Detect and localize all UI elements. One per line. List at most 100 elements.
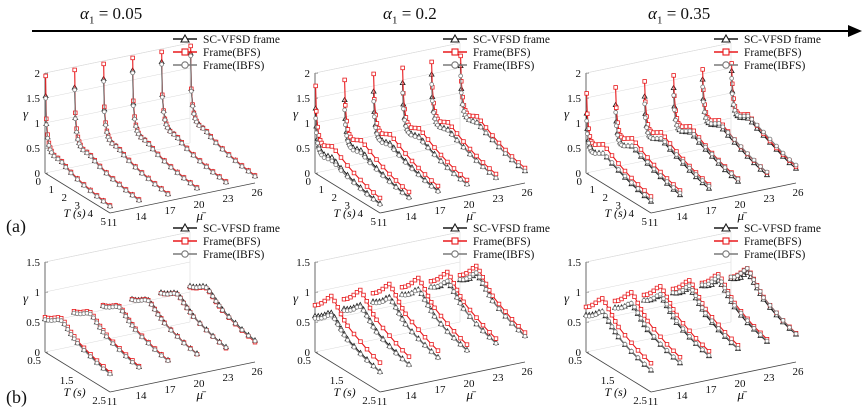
- y-tick-label: 0.5: [296, 317, 310, 329]
- legend-marker-triangle: [180, 33, 190, 43]
- data-point-circle: [188, 181, 193, 186]
- data-point-circle: [728, 297, 734, 303]
- data-point-circle: [49, 150, 54, 155]
- data-point-circle: [722, 165, 728, 170]
- y-tick-label: 1.5: [26, 257, 40, 269]
- x-tick-label: 0: [577, 176, 583, 188]
- data-point-square: [403, 311, 408, 316]
- data-point-circle: [58, 318, 64, 323]
- data-point-circle: [374, 131, 380, 137]
- mu-tick-label: 20: [464, 378, 476, 390]
- series-line-3: [45, 98, 111, 207]
- data-point-circle: [761, 129, 766, 135]
- data-point-circle: [687, 333, 692, 339]
- data-point-circle: [644, 125, 649, 130]
- data-point-square: [429, 178, 434, 183]
- x-axis-label: T (s): [605, 206, 627, 220]
- data-point-circle: [123, 313, 129, 319]
- series-line-3: [189, 286, 256, 342]
- data-point-circle: [474, 321, 479, 327]
- data-point-square: [380, 325, 386, 331]
- data-point-circle: [445, 128, 451, 133]
- y-tick-label: 1: [35, 287, 41, 299]
- data-point-circle: [408, 132, 414, 138]
- data-point-circle: [415, 287, 421, 293]
- row-label-a: (a): [6, 216, 26, 236]
- data-point-circle: [464, 182, 470, 187]
- data-point-circle: [72, 87, 77, 93]
- data-point-circle: [767, 136, 773, 142]
- data-point-circle: [377, 369, 383, 375]
- data-point-circle: [609, 324, 615, 329]
- data-point-circle: [522, 333, 528, 339]
- data-point-circle: [351, 180, 357, 186]
- data-point-square: [448, 274, 453, 280]
- data-point-circle: [667, 307, 673, 313]
- y-tick-label: 1: [576, 287, 582, 299]
- legend-label: Frame(BFS): [203, 47, 261, 59]
- data-point-circle: [126, 318, 132, 324]
- data-point-circle: [509, 321, 515, 326]
- data-point-circle: [223, 180, 229, 185]
- data-point-circle: [425, 145, 431, 151]
- data-point-circle: [345, 174, 350, 180]
- data-point-circle: [709, 318, 715, 324]
- data-point-circle: [139, 171, 145, 176]
- data-point-circle: [606, 318, 612, 324]
- data-point-circle: [650, 136, 656, 141]
- mu-tick-label: 11: [377, 217, 388, 229]
- data-point-square: [391, 136, 396, 141]
- data-point-square: [642, 79, 647, 84]
- data-point-circle: [651, 334, 657, 339]
- data-point-circle: [628, 300, 634, 306]
- data-point-square: [416, 165, 421, 171]
- y-tick-label: 1.5: [567, 93, 581, 105]
- legend-label: SC-VFSD frame: [473, 34, 550, 46]
- mu-tick-label: 23: [223, 193, 235, 205]
- mu-tick-label: 26: [793, 187, 805, 199]
- data-point-circle: [487, 170, 492, 175]
- mu-tick-label: 26: [793, 366, 805, 378]
- data-point-square: [409, 158, 415, 164]
- data-point-circle: [458, 90, 464, 96]
- data-point-circle: [493, 341, 499, 346]
- data-point-circle: [188, 346, 193, 352]
- data-point-circle: [167, 129, 173, 134]
- data-point-circle: [700, 99, 706, 105]
- grid-line: [314, 42, 461, 74]
- y-tick-label: 1: [305, 118, 311, 130]
- data-point-circle: [184, 305, 190, 311]
- data-point-circle: [609, 160, 615, 165]
- data-point-circle: [73, 116, 78, 122]
- data-point-square: [435, 348, 441, 353]
- data-point-square: [687, 278, 692, 283]
- data-point-circle: [487, 335, 492, 340]
- data-point-circle: [371, 364, 376, 369]
- data-point-square: [474, 263, 479, 269]
- data-point-circle: [168, 165, 174, 170]
- data-point-circle: [722, 285, 728, 291]
- data-point-square: [343, 103, 348, 108]
- data-point-circle: [117, 347, 122, 353]
- data-point-square: [493, 171, 499, 177]
- data-point-square: [487, 166, 492, 171]
- data-point-circle: [150, 147, 156, 152]
- data-point-circle: [725, 130, 731, 135]
- y-tick-label: 2: [576, 68, 582, 80]
- data-point-circle: [51, 153, 57, 159]
- data-point-circle: [793, 331, 799, 337]
- data-point-circle: [686, 283, 692, 289]
- data-point-circle: [233, 158, 238, 164]
- data-point-square: [645, 155, 650, 160]
- data-point-circle: [702, 109, 707, 115]
- data-point-circle: [165, 125, 170, 131]
- data-point-circle: [233, 321, 238, 326]
- data-point-square: [429, 341, 434, 347]
- data-point-square: [490, 133, 495, 138]
- data-point-circle: [138, 135, 144, 140]
- data-point-circle: [213, 299, 219, 304]
- data-point-circle: [613, 110, 618, 115]
- data-point-circle: [657, 291, 663, 297]
- data-point-circle: [68, 170, 74, 176]
- data-point-circle: [130, 70, 135, 76]
